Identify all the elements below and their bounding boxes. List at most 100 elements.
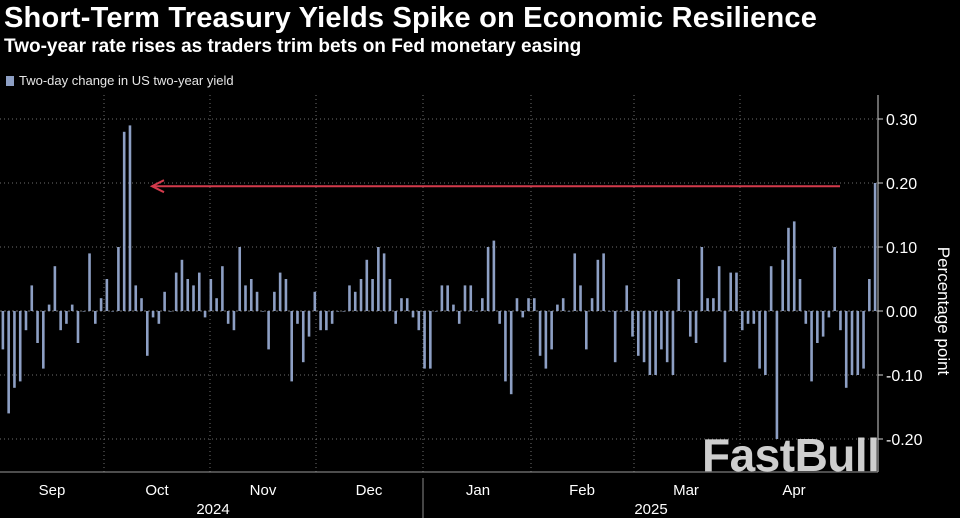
bar <box>735 272 738 311</box>
bar <box>7 311 10 414</box>
bar <box>567 311 571 312</box>
bar <box>636 311 640 356</box>
bar <box>244 285 247 311</box>
bar <box>278 272 282 311</box>
bar <box>284 279 288 311</box>
bar <box>787 227 790 311</box>
bar <box>775 311 779 439</box>
bar <box>764 311 767 375</box>
legend-swatch <box>6 75 14 86</box>
bar <box>174 272 178 311</box>
bar <box>249 279 253 311</box>
bar <box>134 285 138 311</box>
bar <box>122 131 126 311</box>
bar <box>457 311 461 324</box>
bar <box>99 298 103 311</box>
bar <box>157 311 161 324</box>
bar <box>111 311 114 312</box>
bar <box>509 311 513 395</box>
bar <box>816 311 819 343</box>
bar <box>88 253 91 311</box>
bar <box>423 311 426 369</box>
bar <box>544 311 548 369</box>
y-tick-label: -0.10 <box>886 368 923 385</box>
bar <box>648 311 652 375</box>
bar <box>65 311 68 324</box>
bar <box>238 247 242 311</box>
y-tick-label: 0.00 <box>886 304 917 321</box>
bar <box>527 298 530 311</box>
bar <box>729 272 732 311</box>
bar <box>792 221 796 311</box>
bar <box>538 311 542 356</box>
bar <box>561 298 565 311</box>
bar <box>42 311 45 369</box>
x-tick-label: Apr <box>782 482 805 499</box>
bar <box>850 311 854 375</box>
x-tick-label: Feb <box>569 482 595 499</box>
bar <box>833 247 836 311</box>
bar <box>24 311 28 331</box>
bar <box>336 311 340 312</box>
bar <box>18 311 22 382</box>
bar <box>619 311 623 312</box>
bar <box>117 247 120 311</box>
bar <box>671 311 675 375</box>
bar <box>821 311 825 337</box>
bar <box>417 311 421 331</box>
bar <box>221 266 224 311</box>
bar <box>440 285 444 311</box>
bar <box>359 279 363 311</box>
bar <box>810 311 813 382</box>
bar <box>677 279 681 311</box>
bar <box>203 311 207 318</box>
bar <box>411 311 415 318</box>
y-tick-label: -0.20 <box>886 432 923 449</box>
bar <box>844 311 848 388</box>
bar <box>226 311 230 324</box>
bar <box>255 291 259 311</box>
bar <box>498 311 501 324</box>
bar <box>429 311 432 369</box>
bar <box>105 279 109 311</box>
bar <box>873 183 877 311</box>
chart-title: Short-Term Treasury Yields Spike on Econ… <box>4 2 818 34</box>
year-label: 2024 <box>196 501 229 518</box>
bar <box>319 311 322 331</box>
bar <box>486 247 490 311</box>
y-tick-label: 0.30 <box>886 112 917 129</box>
x-tick-label: Nov <box>250 482 277 499</box>
bar <box>469 285 473 311</box>
bar <box>82 311 86 312</box>
bar <box>463 285 467 311</box>
bar <box>70 304 74 311</box>
bar <box>608 311 611 312</box>
bar <box>186 279 190 311</box>
bar <box>405 298 409 311</box>
y-tick-label: 0.20 <box>886 176 917 193</box>
bar <box>740 311 744 331</box>
chart-subtitle: Two-year rate rises as traders trim bets… <box>4 36 582 57</box>
bar <box>273 291 276 311</box>
bar <box>13 311 16 388</box>
bar <box>209 279 213 311</box>
legend: Two-day change in US two-year yield <box>6 73 234 88</box>
bar <box>481 298 484 311</box>
bar <box>169 311 172 312</box>
bar <box>515 298 519 311</box>
bar <box>30 285 34 311</box>
bar <box>723 311 727 363</box>
annotation-arrow-head <box>149 179 165 194</box>
bar <box>76 311 80 343</box>
bar <box>642 311 646 363</box>
bar <box>128 125 132 312</box>
bar <box>579 285 582 311</box>
bar <box>746 311 750 324</box>
bar <box>371 279 374 311</box>
bar <box>377 247 380 311</box>
bar <box>192 285 195 311</box>
bar <box>700 247 704 311</box>
bar <box>573 253 577 311</box>
bar <box>59 311 62 331</box>
bar <box>798 279 802 311</box>
